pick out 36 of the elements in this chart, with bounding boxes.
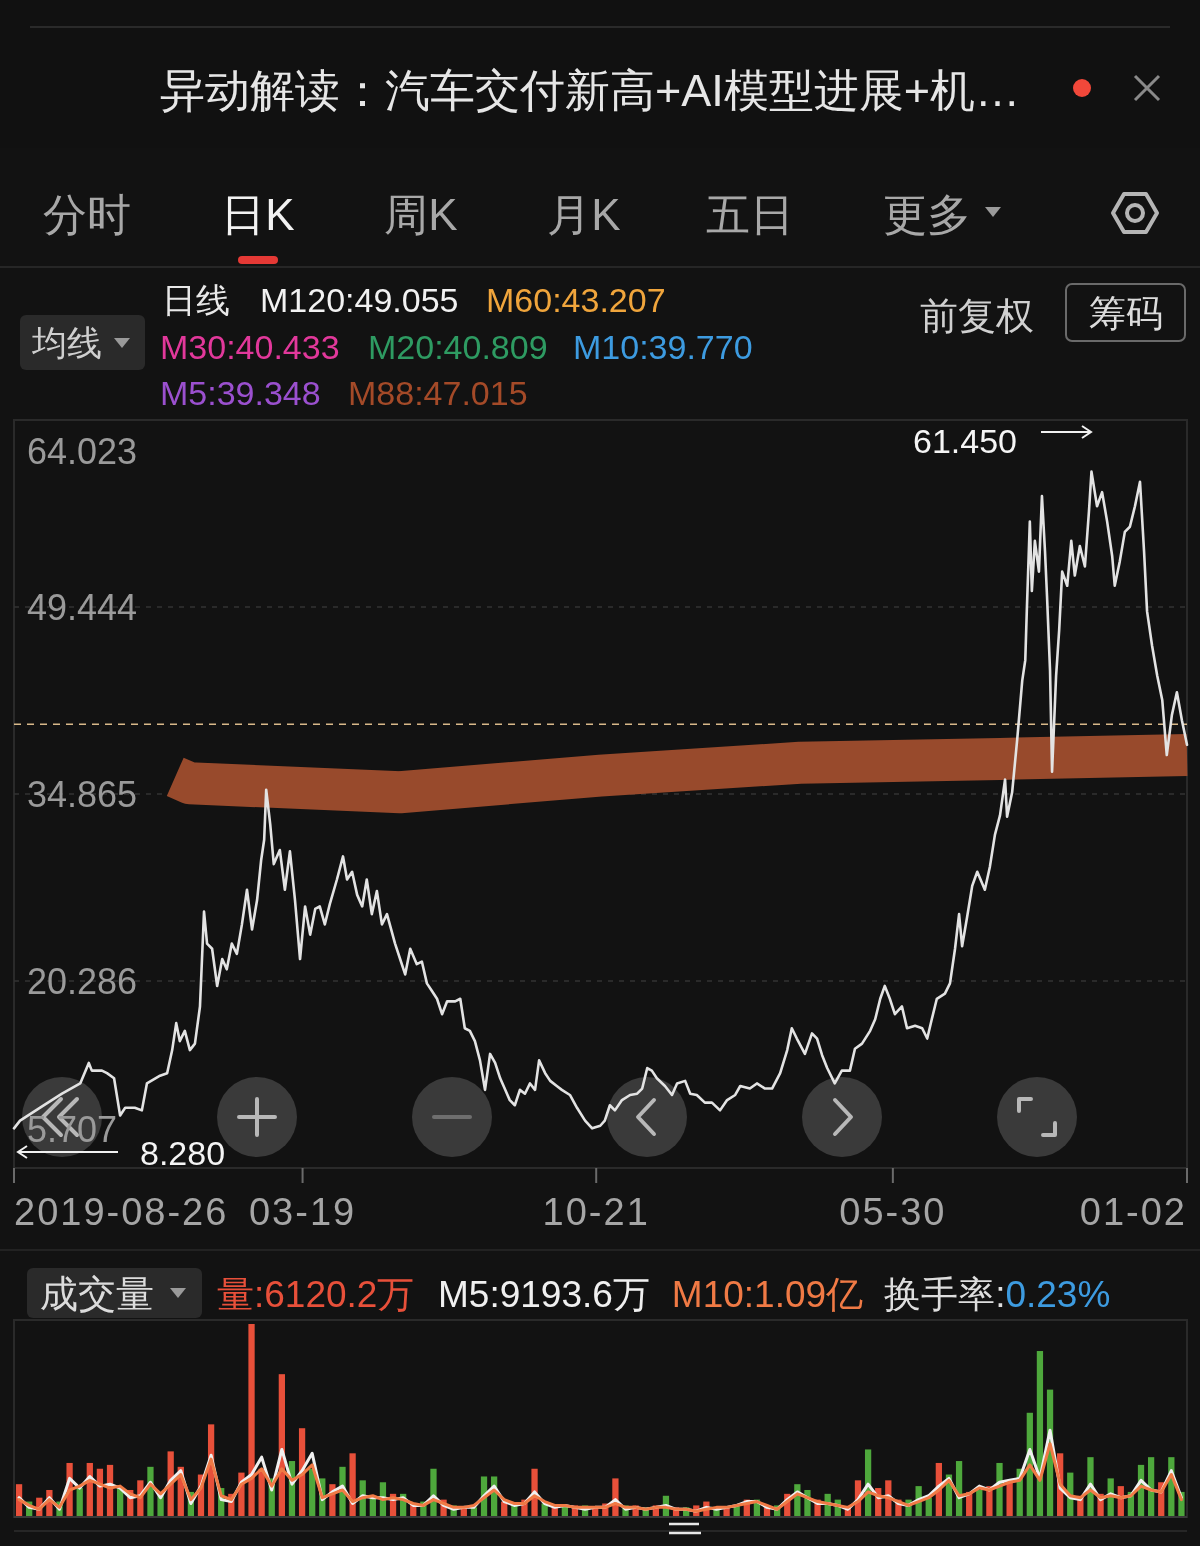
y-tick-label: 34.865 — [27, 774, 138, 815]
text: 日线 — [162, 281, 230, 319]
annotation: 8.280 — [140, 1134, 226, 1172]
y-tick-label: 49.444 — [27, 587, 138, 628]
tab-label: 月K — [547, 190, 621, 239]
y-tick-label: 64.023 — [27, 431, 138, 472]
text: M120:49.055 — [260, 281, 459, 319]
extreme-note: 61.450 — [913, 422, 1093, 460]
x-tick-label: 03-19 — [248, 1191, 357, 1233]
text: 筹码 — [1088, 293, 1163, 334]
text: 0.23% — [1005, 1274, 1111, 1315]
title: 异动解读：汽车交付新高+AI模型进展+机… — [160, 65, 1021, 116]
x-tick-label: 01-02 — [1079, 1191, 1187, 1233]
series-name: M10:1.09亿 — [671, 1274, 864, 1315]
text: M20:40.809 — [368, 328, 548, 366]
tab-label: 更多 — [883, 190, 971, 239]
tab-label: 日K — [221, 190, 295, 239]
text: 成交量 — [40, 1273, 154, 1315]
text: M30:40.433 — [160, 328, 340, 366]
tab-label: 周K — [384, 190, 458, 239]
text: M10:39.770 — [573, 328, 753, 366]
text: 量:6120.2万 — [217, 1274, 415, 1315]
x-tick-label: 05-30 — [839, 1191, 947, 1233]
y-tick-label: 20.286 — [27, 961, 138, 1002]
text: 前复权 — [920, 295, 1034, 337]
series-name: M5:9193.6万 — [438, 1274, 650, 1315]
tab-label: 五日 — [706, 190, 794, 239]
text: M88:47.015 — [348, 374, 528, 412]
text: M60:43.207 — [486, 281, 666, 319]
tab-label: 分时 — [43, 190, 131, 239]
x-tick-label: 10-21 — [542, 1191, 650, 1233]
annotation: 61.450 — [913, 422, 1017, 460]
x-tick-label: 2019-08-26 — [14, 1191, 229, 1233]
text: M5:39.348 — [160, 374, 321, 412]
text: 均线 — [31, 323, 102, 362]
text: 换手率: — [884, 1274, 1006, 1315]
